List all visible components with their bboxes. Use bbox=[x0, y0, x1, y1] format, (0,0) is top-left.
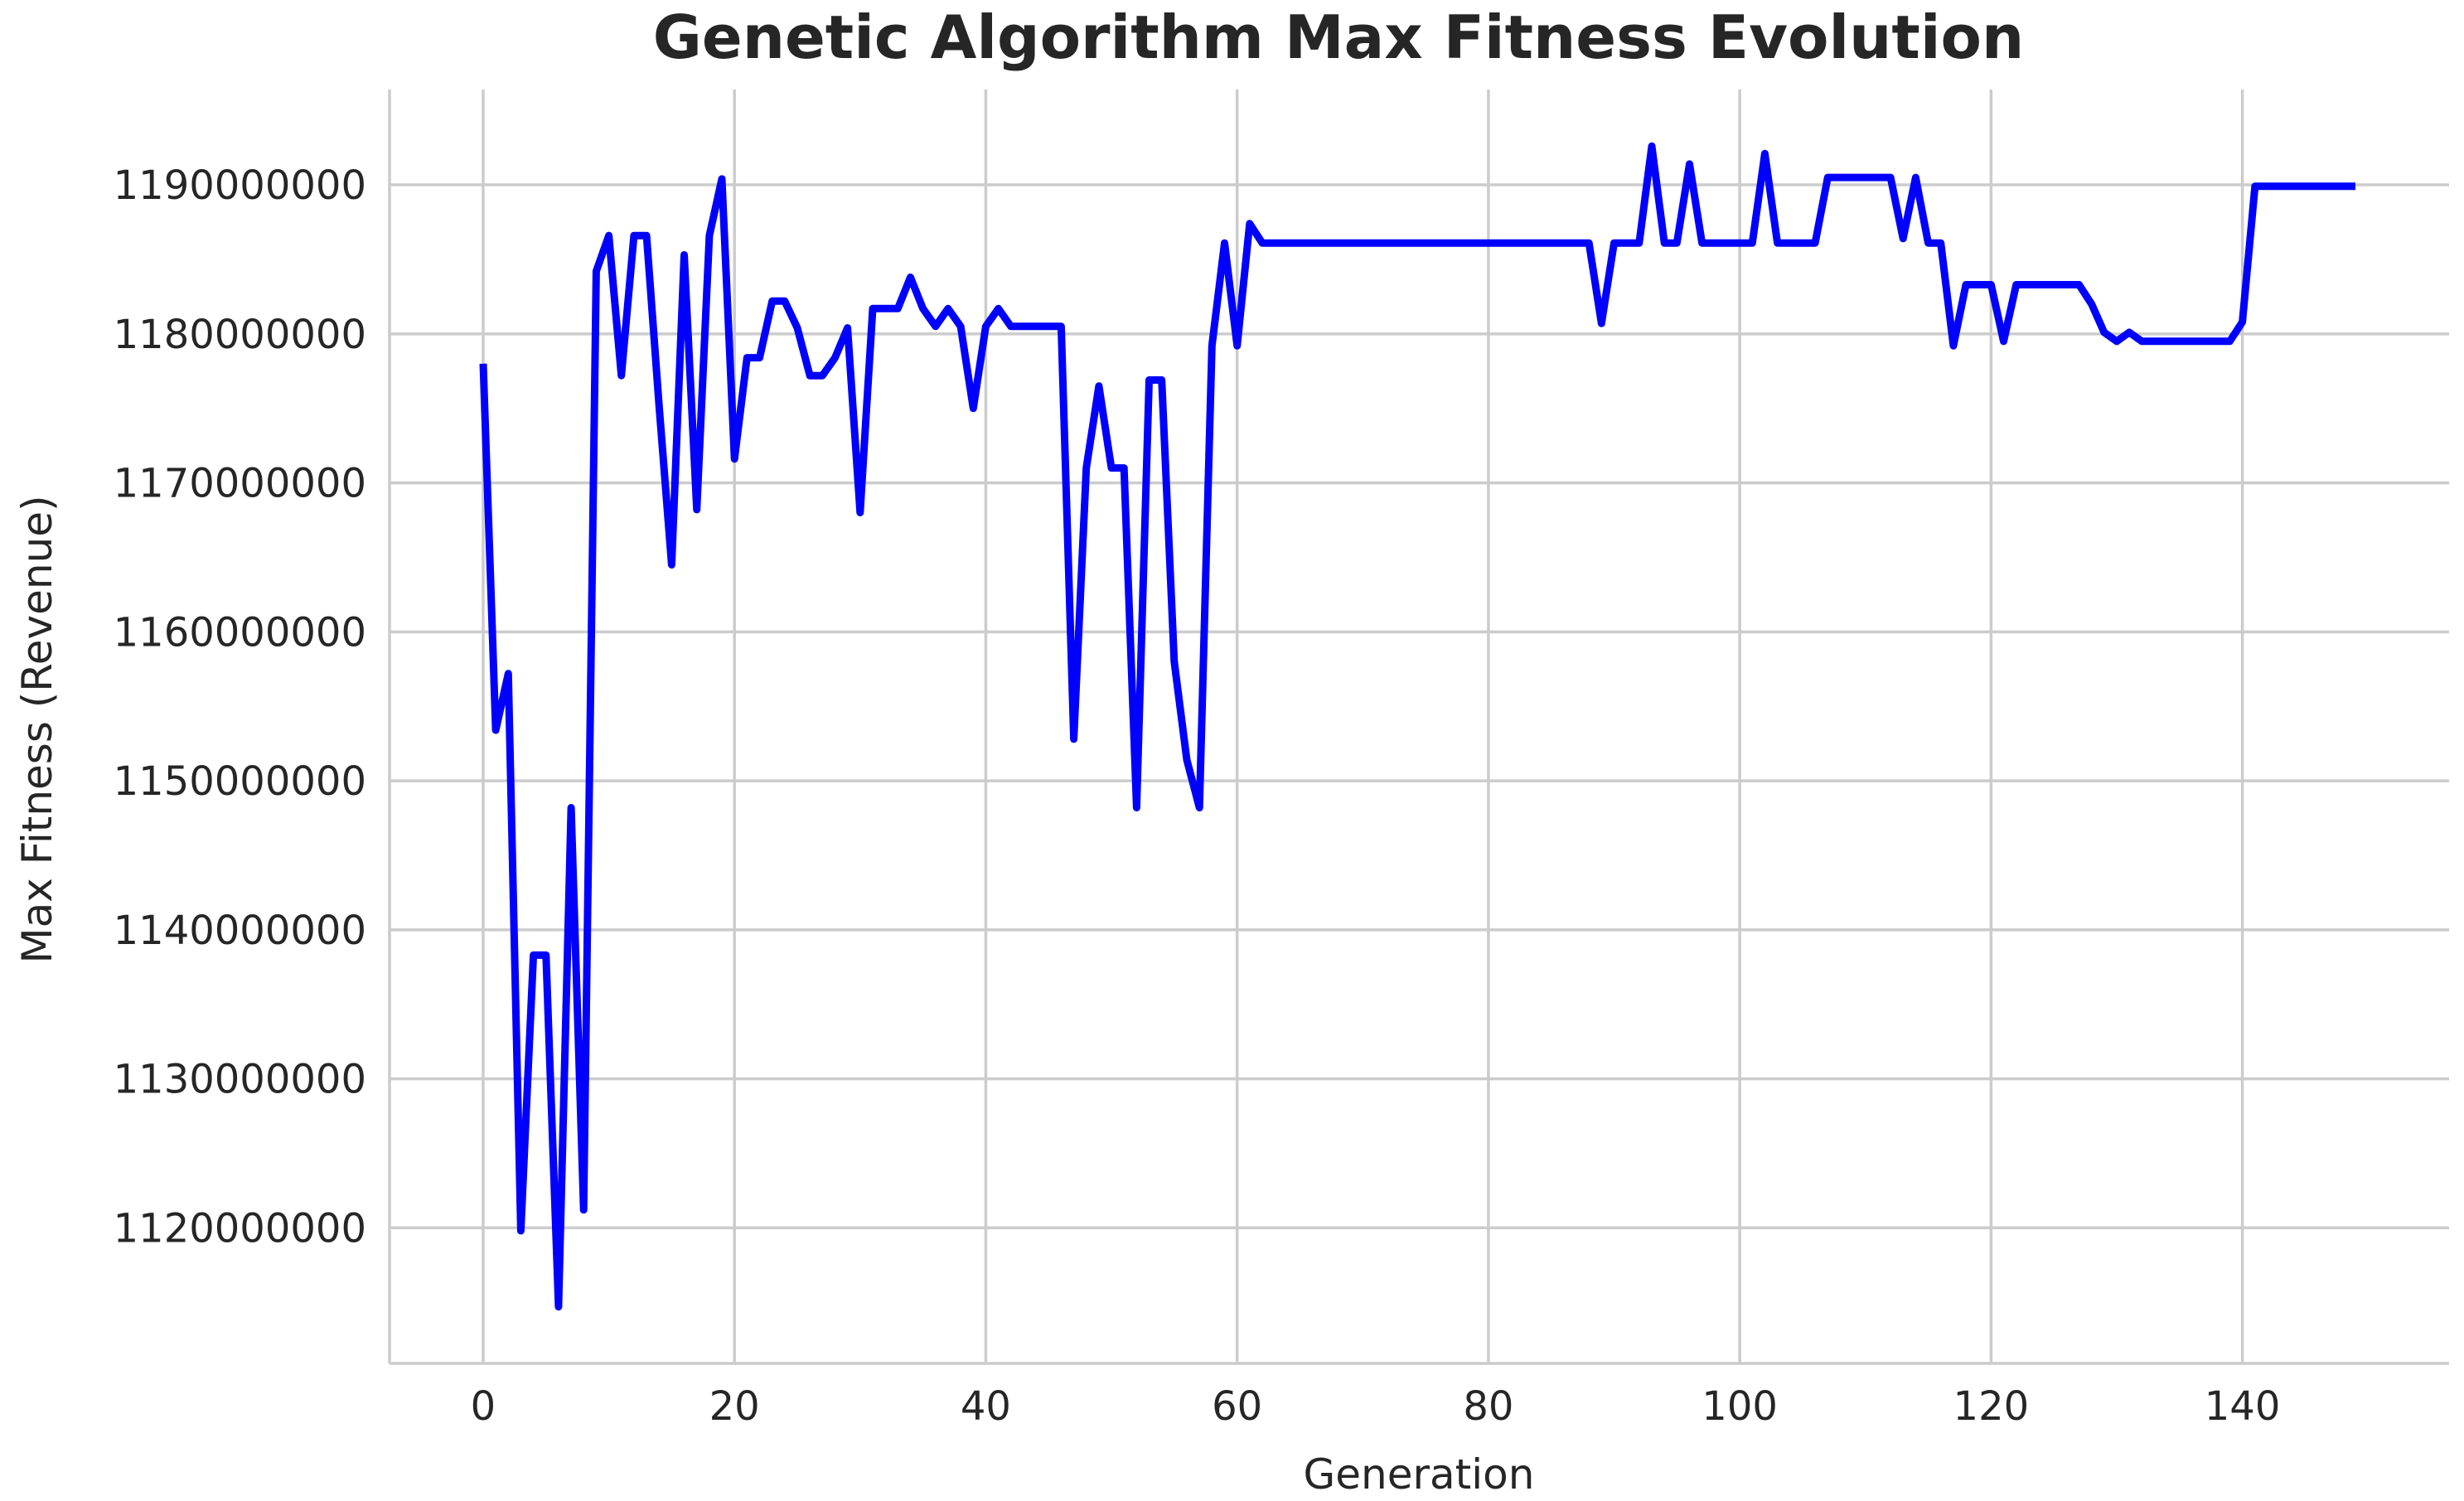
series-line bbox=[479, 142, 2355, 1311]
y-tick-label: 1160000000 bbox=[114, 609, 366, 656]
x-tick-label: 80 bbox=[1463, 1383, 1513, 1430]
y-axis-label: Max Fitness (Revenue) bbox=[13, 495, 61, 963]
y-tick-label: 1120000000 bbox=[114, 1205, 366, 1252]
y-tick-label: 1190000000 bbox=[114, 162, 366, 209]
y-tick-label: 1130000000 bbox=[114, 1057, 366, 1103]
x-tick-label: 60 bbox=[1212, 1383, 1262, 1430]
x-tick-label: 120 bbox=[1953, 1383, 2030, 1430]
y-tick-label: 1170000000 bbox=[114, 461, 366, 507]
x-tick-label: 140 bbox=[2205, 1383, 2281, 1430]
x-tick-labels: 0 20 40 60 80 100 120 140 bbox=[471, 1383, 2281, 1430]
y-tick-labels: 1120000000 1130000000 1140000000 1150000000… bbox=[114, 162, 366, 1252]
x-tick-label: 0 bbox=[471, 1383, 496, 1430]
y-tick-label: 1140000000 bbox=[114, 908, 366, 954]
y-tick-label: 1180000000 bbox=[114, 312, 366, 358]
grid-layer bbox=[390, 90, 2449, 1363]
x-axis-label: Generation bbox=[1304, 1450, 1535, 1499]
chart-title: Genetic Algorithm Max Fitness Evolution bbox=[653, 2, 2024, 72]
series-layer bbox=[479, 142, 2355, 1311]
axes-spines bbox=[388, 90, 2449, 1365]
y-tick-label: 1150000000 bbox=[114, 758, 366, 805]
x-tick-label: 40 bbox=[961, 1383, 1011, 1430]
x-tick-label: 100 bbox=[1702, 1383, 1778, 1430]
x-tick-label: 20 bbox=[709, 1383, 760, 1430]
